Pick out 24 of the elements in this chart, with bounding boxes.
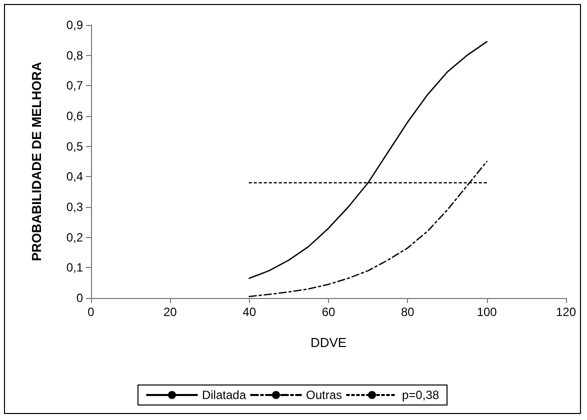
x-tick-label: 120 bbox=[556, 305, 576, 319]
y-tick-label: 0 bbox=[76, 291, 84, 305]
x-tick-label: 20 bbox=[163, 305, 178, 319]
y-tick-label: 0,8 bbox=[66, 48, 84, 62]
y-tick-label: 0,7 bbox=[66, 78, 84, 93]
legend-label: p=0,38 bbox=[402, 388, 440, 402]
y-tick-label: 0,2 bbox=[66, 230, 84, 244]
line-series bbox=[248, 41, 488, 279]
x-tick-label: 80 bbox=[400, 305, 415, 319]
x-axis-title: DDVE bbox=[310, 335, 347, 350]
y-tick-label: 0,9 bbox=[66, 18, 84, 32]
y-tick-label: 0,6 bbox=[66, 109, 84, 123]
legend-label: Outras bbox=[306, 388, 342, 402]
x-tick-label: 100 bbox=[476, 305, 498, 319]
y-tick-label: 0,1 bbox=[66, 260, 84, 275]
x-tick-label: 0 bbox=[88, 305, 95, 319]
y-tick-label: 0,4 bbox=[66, 170, 84, 184]
x-tick-label: 60 bbox=[322, 305, 336, 319]
x-tick-label: 40 bbox=[242, 305, 256, 319]
y-tick-label: 0,5 bbox=[66, 139, 84, 154]
line-series bbox=[248, 160, 488, 298]
y-axis-title: PROBABILIDADE DE MELHORA bbox=[29, 61, 44, 262]
y-tick-label: 0,3 bbox=[66, 200, 84, 214]
legend-label: Dilatada bbox=[202, 388, 246, 402]
